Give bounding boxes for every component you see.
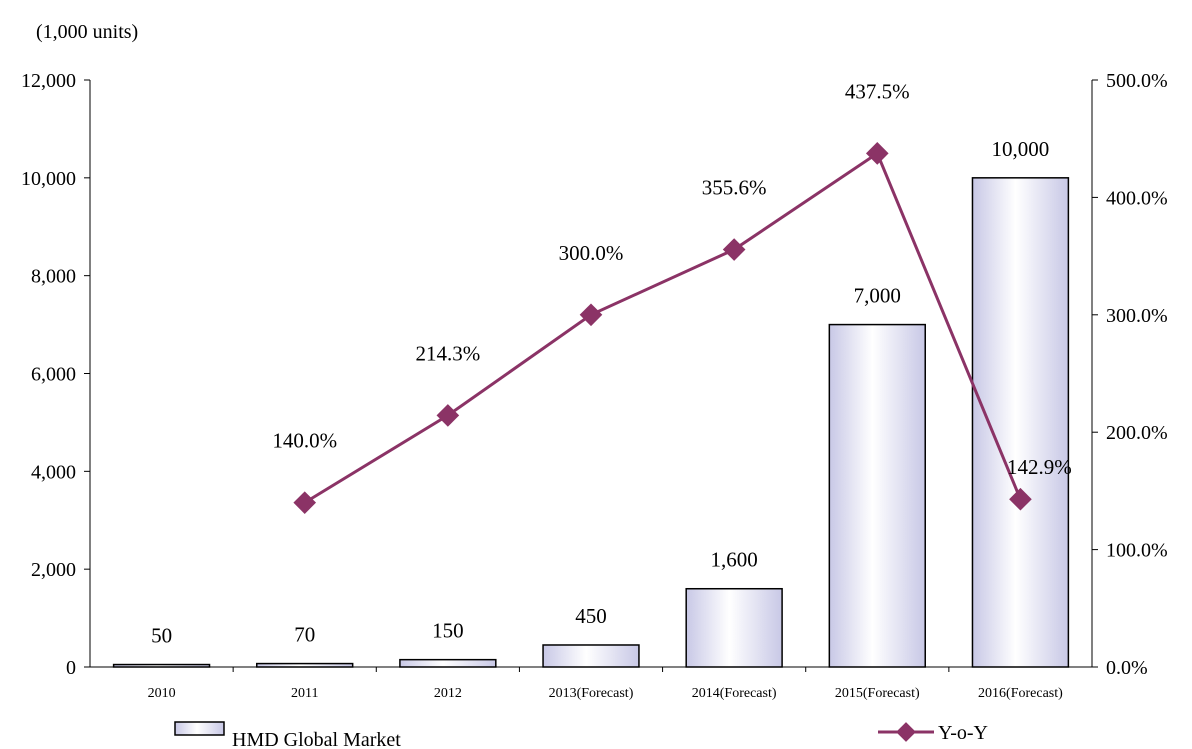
bar-value-label: 150 <box>432 619 464 643</box>
legend-bar-label: HMD Global Market <box>232 729 401 749</box>
right-tick-label: 200.0% <box>1106 422 1168 444</box>
left-tick-label: 12,000 <box>21 70 76 92</box>
yoy-value-label: 142.9% <box>1007 455 1072 479</box>
yoy-value-label: 214.3% <box>415 341 480 365</box>
right-tick-label: 100.0% <box>1106 540 1168 562</box>
x-tick-label: 2010 <box>148 686 176 701</box>
bar-value-label: 70 <box>294 623 315 647</box>
yoy-value-label: 437.5% <box>845 79 910 103</box>
x-tick-label: 2015(Forecast) <box>835 686 920 701</box>
x-tick-label: 2013(Forecast) <box>549 686 634 701</box>
x-tick-label: 2012 <box>434 686 462 701</box>
left-tick-label: 8,000 <box>31 266 76 288</box>
bar-value-label: 10,000 <box>992 137 1050 161</box>
yoy-point <box>723 238 746 261</box>
legend-line-label: Y-o-Y <box>938 722 988 744</box>
right-tick-label: 0.0% <box>1106 657 1148 679</box>
bar <box>543 645 639 667</box>
x-tick-label: 2014(Forecast) <box>692 686 777 701</box>
bar <box>829 325 925 667</box>
x-tick-label: 2011 <box>291 686 318 701</box>
legend-line-marker <box>896 722 916 742</box>
bar-value-label: 7,000 <box>854 284 901 308</box>
left-tick-label: 4,000 <box>31 461 76 483</box>
unit-label: (1,000 units) <box>36 21 138 43</box>
data-labels: 50 70 150 450 1,600 7,000 10,000 140.0% 214.3% 30… <box>151 79 1072 647</box>
yoy-point <box>866 142 889 165</box>
bar-value-label: 50 <box>151 624 172 648</box>
yoy-point <box>437 404 460 427</box>
right-tick-label: 500.0% <box>1106 70 1168 92</box>
yoy-value-label: 355.6% <box>702 176 767 200</box>
bar-value-label: 450 <box>575 604 607 628</box>
bar <box>257 664 353 667</box>
legend: HMD Global Market Y-o-Y <box>175 722 988 749</box>
yoy-value-label: 300.0% <box>559 241 624 265</box>
legend-bar-swatch <box>175 722 224 735</box>
yoy-value-label: 140.0% <box>272 429 337 453</box>
bar-value-label: 1,600 <box>711 548 758 572</box>
x-tick-label: 2016(Forecast) <box>978 686 1063 701</box>
yoy-point <box>580 303 603 326</box>
left-tick-label: 6,000 <box>31 364 76 386</box>
yoy-point <box>293 491 316 514</box>
right-tick-label: 400.0% <box>1106 187 1168 209</box>
bar <box>686 589 782 667</box>
left-tick-label: 10,000 <box>21 168 76 190</box>
left-tick-label: 2,000 <box>31 559 76 581</box>
bar <box>114 665 210 667</box>
right-tick-label: 300.0% <box>1106 305 1168 327</box>
bar <box>972 178 1068 667</box>
bar <box>400 660 496 667</box>
left-tick-label: 0 <box>66 657 76 679</box>
